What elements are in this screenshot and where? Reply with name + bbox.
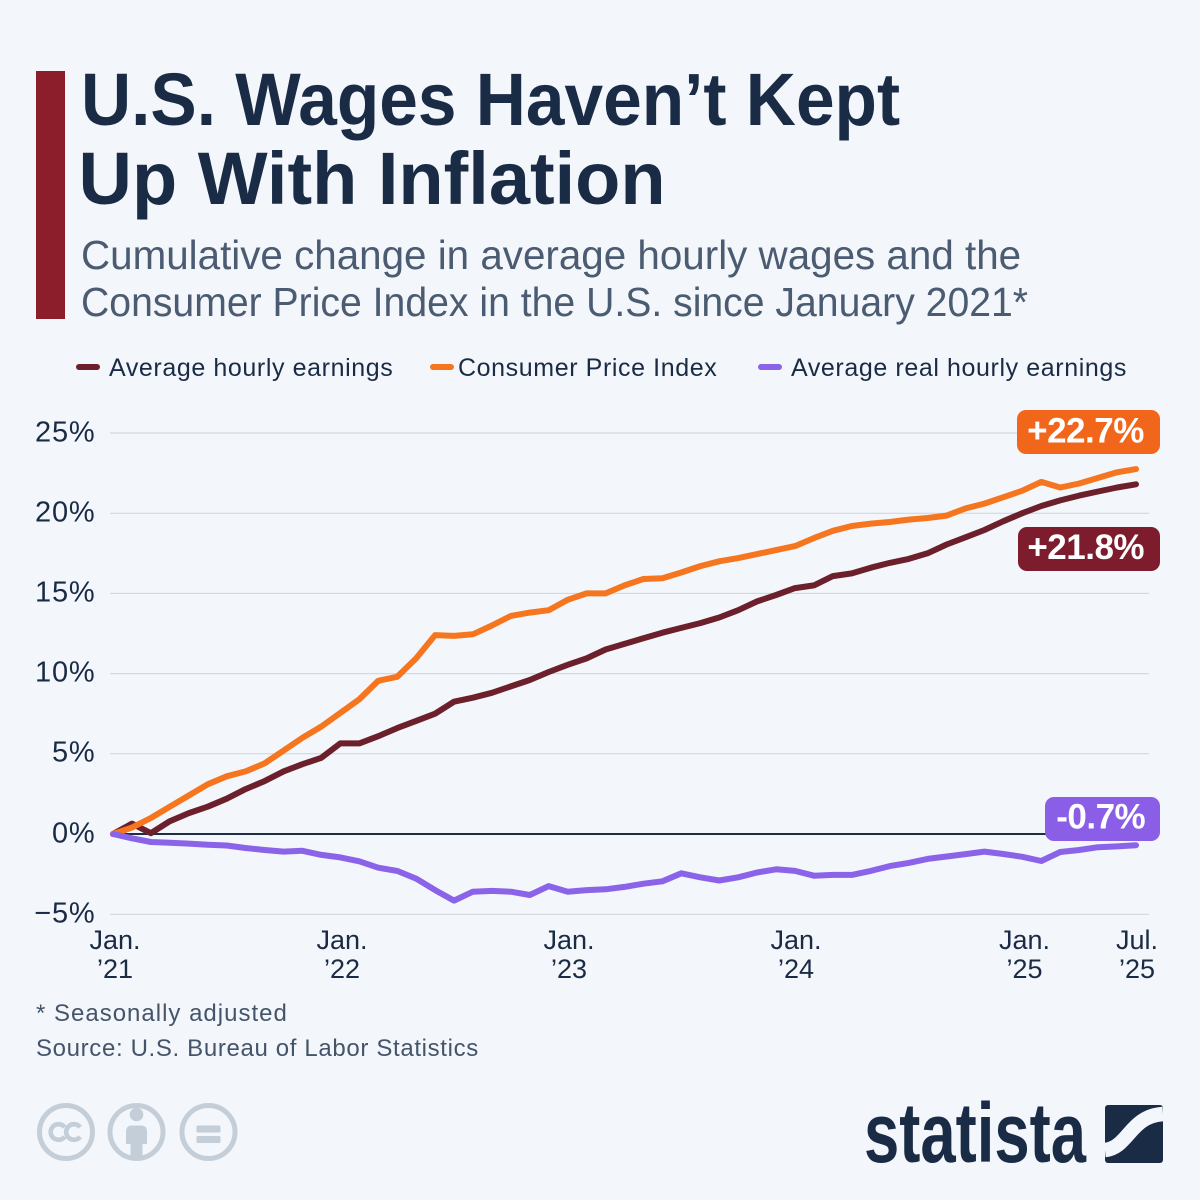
svg-text:25%: 25%	[35, 417, 95, 449]
svg-text:-0.7%: -0.7%	[1056, 798, 1145, 837]
svg-text:Jan.: Jan.	[89, 925, 140, 955]
svg-text:statista: statista	[864, 1086, 1087, 1180]
svg-text:’25: ’25	[1119, 954, 1155, 984]
svg-text:’24: ’24	[778, 954, 814, 984]
svg-text:Jan.: Jan.	[316, 925, 367, 955]
svg-text:Jul.: Jul.	[1116, 925, 1158, 955]
svg-text:’23: ’23	[551, 954, 587, 984]
svg-text:Jan.: Jan.	[770, 925, 821, 955]
svg-text:’22: ’22	[324, 954, 360, 984]
svg-text:+21.8%: +21.8%	[1027, 528, 1144, 567]
svg-text:15%: 15%	[35, 577, 95, 609]
svg-text:’21: ’21	[97, 954, 133, 984]
svg-text:Jan.: Jan.	[543, 925, 594, 955]
svg-text:10%: 10%	[35, 657, 95, 689]
svg-text:−5%: −5%	[34, 898, 95, 930]
svg-text:0%: 0%	[52, 818, 96, 850]
svg-text:+22.7%: +22.7%	[1027, 412, 1144, 451]
svg-text:’25: ’25	[1006, 954, 1042, 984]
svg-text:Jan.: Jan.	[999, 925, 1050, 955]
svg-text:5%: 5%	[52, 737, 96, 769]
svg-text:20%: 20%	[35, 497, 95, 529]
